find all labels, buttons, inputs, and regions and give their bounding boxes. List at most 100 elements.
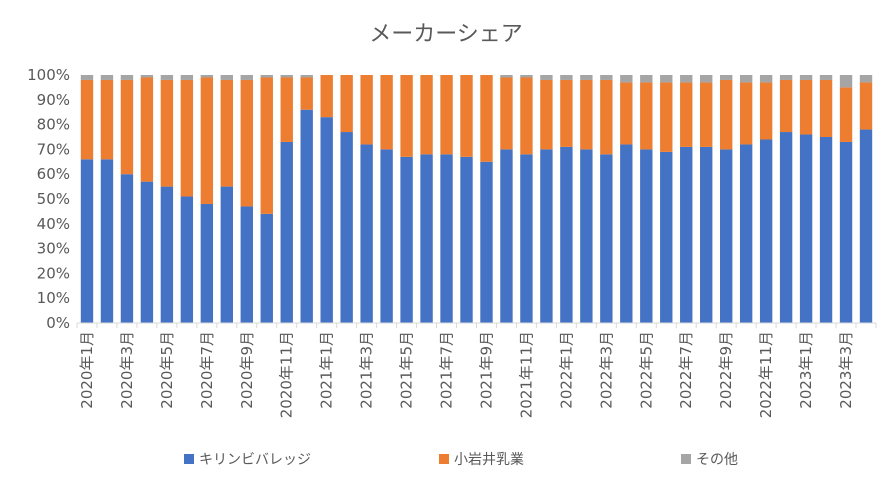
x-tick-label: 2022年5月	[637, 331, 655, 409]
bar-segment	[220, 79, 233, 187]
bar-segment	[200, 203, 214, 323]
bar-segment	[660, 82, 673, 152]
bar-segment	[520, 77, 533, 155]
bar-segment	[839, 141, 853, 323]
bar-segment	[620, 75, 633, 83]
x-axis-ticks: 2020年1月 2020年3月 2020年5月 2020年7月 2020年9月 2020年…	[76, 323, 877, 418]
y-tick-label: 10%	[37, 289, 70, 307]
bar-segment	[400, 156, 413, 323]
bar-segment	[340, 132, 353, 323]
x-tick-label: 2023年3月	[837, 331, 855, 409]
bar-segment	[540, 75, 553, 80]
bar-segment	[779, 79, 793, 133]
bar-segment	[620, 144, 633, 323]
bar-segment	[140, 181, 154, 323]
bar-segment	[779, 132, 793, 323]
bar-segment	[779, 75, 793, 80]
bar-segment	[500, 149, 513, 323]
x-tick-label: 2021年1月	[318, 331, 336, 409]
bar-segment	[700, 82, 713, 147]
x-tick-label: 2022年1月	[557, 331, 575, 409]
x-tick-label: 2020年11月	[278, 331, 296, 418]
bar-segment	[220, 75, 233, 80]
bar-segment	[580, 79, 593, 150]
bar-segment	[100, 79, 114, 160]
x-tick-label: 2020年9月	[238, 331, 256, 409]
y-tick-label: 60%	[37, 165, 70, 183]
bar-segment	[700, 75, 713, 83]
bar-segment	[300, 77, 313, 110]
legend: キリンビバレッジ 小岩井乳業 その他	[184, 452, 738, 468]
bar-segment	[320, 117, 333, 323]
bars-group	[80, 75, 873, 323]
x-tick-label: 2021年7月	[438, 331, 456, 409]
x-tick-label: 2020年3月	[118, 331, 136, 409]
legend-label: 小岩井乳業	[454, 452, 524, 468]
bar-segment	[600, 154, 613, 323]
bar-segment	[260, 75, 273, 78]
bar-segment	[100, 159, 114, 323]
x-tick-label: 2022年7月	[677, 331, 695, 409]
y-tick-label: 70%	[37, 140, 70, 158]
bar-segment	[380, 149, 393, 323]
bar-segment	[360, 75, 373, 145]
bar-segment	[80, 75, 94, 80]
bar-segment	[180, 79, 194, 197]
x-tick-label: 2021年9月	[478, 331, 496, 409]
bar-segment	[480, 75, 493, 162]
bar-segment	[140, 75, 154, 78]
bar-segment	[240, 206, 253, 323]
bar-segment	[420, 75, 433, 155]
bar-segment	[200, 77, 214, 204]
bar-segment	[120, 174, 134, 323]
x-tick-label: 2021年5月	[398, 331, 416, 409]
bar-segment	[580, 149, 593, 323]
bar-segment	[680, 75, 693, 83]
bar-segment	[640, 75, 653, 83]
bar-segment	[160, 75, 174, 80]
bar-segment	[739, 75, 753, 83]
bar-segment	[819, 75, 833, 80]
bar-segment	[120, 79, 134, 175]
bar-segment	[220, 186, 233, 323]
bar-segment	[140, 77, 154, 182]
legend-label: その他	[696, 452, 738, 468]
bar-segment	[580, 75, 593, 80]
y-tick-label: 40%	[37, 215, 70, 233]
bar-segment	[520, 75, 533, 78]
bar-segment	[739, 82, 753, 145]
bar-segment	[340, 75, 353, 133]
legend-label: キリンビバレッジ	[199, 452, 311, 468]
bar-segment	[500, 75, 513, 78]
bar-segment	[839, 75, 853, 88]
bar-segment	[799, 75, 813, 80]
bar-segment	[180, 196, 194, 323]
x-tick-label: 2021年11月	[517, 331, 535, 418]
bar-segment	[520, 154, 533, 323]
bar-segment	[819, 137, 833, 323]
y-tick-label: 20%	[37, 264, 70, 282]
x-tick-label: 2022年3月	[597, 331, 615, 409]
x-tick-label: 2022年9月	[717, 331, 735, 409]
y-tick-label: 0%	[46, 314, 70, 332]
bar-segment	[600, 75, 613, 80]
bar-segment	[280, 77, 293, 142]
bar-segment	[500, 77, 513, 150]
bar-segment	[819, 79, 833, 137]
bar-segment	[560, 146, 573, 323]
legend-swatch	[184, 454, 194, 464]
bar-segment	[240, 79, 253, 207]
bar-segment	[859, 82, 873, 130]
y-tick-label: 100%	[27, 66, 70, 84]
bar-segment	[680, 82, 693, 147]
legend-swatch	[439, 454, 449, 464]
bar-segment	[700, 146, 713, 323]
bar-segment	[859, 129, 873, 323]
bar-segment	[480, 161, 493, 323]
bar-segment	[260, 213, 273, 323]
y-tick-label: 50%	[37, 190, 70, 208]
legend-swatch	[681, 454, 691, 464]
bar-segment	[799, 79, 813, 135]
